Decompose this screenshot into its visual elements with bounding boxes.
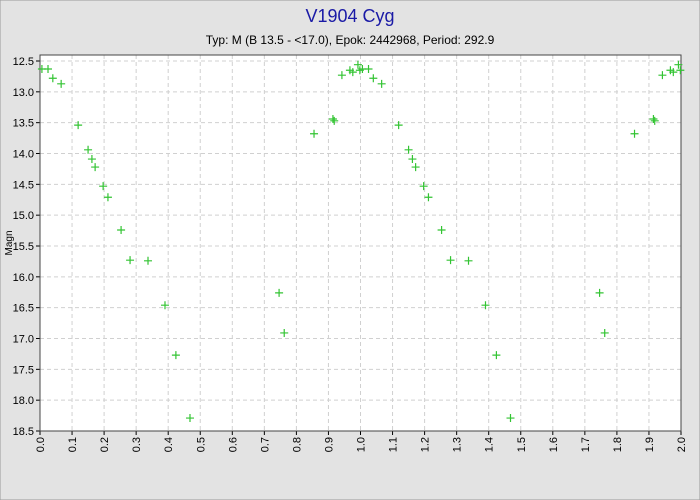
x-tick-label: 0.1 [67,437,79,452]
x-tick-label: 0.4 [163,437,175,452]
chart-title: V1904 Cyg [305,6,394,26]
chart-subtitle: Typ: M (B 13.5 - <17.0), Epok: 2442968, … [206,33,495,47]
x-tick-label: 1.4 [484,437,496,452]
y-tick-label: 18.0 [13,395,34,407]
x-tick-label: 0.7 [259,437,271,452]
data-point [404,145,413,154]
data-point [87,155,96,164]
data-point [408,155,417,164]
x-tick-label: 0.2 [99,437,111,452]
data-point [117,225,126,234]
x-tick-label: 1.0 [356,437,368,452]
x-tick-label: 0.0 [35,437,47,452]
x-tick-label: 0.8 [291,437,303,452]
data-point [74,121,83,130]
data-point [676,66,685,75]
x-tick-label: 1.1 [388,437,400,452]
plot-frame [39,54,682,432]
x-tick-label: 1.5 [516,437,528,452]
data-point [464,256,473,265]
y-tick-label: 16.5 [13,303,34,315]
data-point [348,68,357,77]
data-point [44,65,53,74]
x-tick-label: 2.0 [676,437,688,452]
data-point [650,116,659,125]
x-tick-label: 1.3 [452,437,464,452]
data-point [144,256,153,265]
data-point [103,193,112,202]
data-point [446,256,455,265]
data-point [310,129,319,138]
data-point [99,182,108,191]
y-axis-label: Magn [4,230,15,255]
data-point [160,301,169,310]
data-point [353,60,362,69]
data-point [411,163,420,172]
data-point [328,114,337,123]
data-point [171,351,180,360]
y-tick-label: 15.0 [13,210,34,222]
data-point [424,193,433,202]
x-tick-label: 0.3 [131,437,143,452]
data-point [492,351,501,360]
y-tick-label: 13.5 [13,118,34,130]
x-tick-label: 1.2 [420,437,432,452]
data-point [630,129,639,138]
x-tick-label: 1.7 [580,437,592,452]
y-tick-label: 17.0 [13,334,34,346]
x-tick-label: 0.9 [323,437,335,452]
data-point [595,288,604,297]
data-point [84,145,93,154]
y-tick-label: 14.5 [13,179,34,191]
data-point [185,414,194,423]
data-point [330,116,339,125]
data-point [280,328,289,337]
data-point [48,74,57,83]
y-tick-label: 16.0 [13,272,34,284]
data-point [419,182,428,191]
data-point [57,79,66,88]
y-tick-label: 15.5 [13,241,34,253]
data-point [369,74,378,83]
y-tick-label: 17.5 [13,364,34,376]
x-tick-label: 1.9 [644,437,656,452]
data-point [658,71,667,80]
data-point [364,65,373,74]
x-tick-label: 1.8 [612,437,624,452]
data-point [600,328,609,337]
data-point [126,256,135,265]
x-tick-label: 0.5 [195,437,207,452]
data-point [481,301,490,310]
x-tick-label: 0.6 [227,437,239,452]
data-point [337,71,346,80]
data-point [669,68,678,77]
y-tick-label: 18.5 [13,426,34,438]
data-point [437,225,446,234]
plot-area [40,55,681,431]
data-point [275,288,284,297]
y-tick-label: 14.0 [13,149,34,161]
data-point [649,114,658,123]
data-point [91,163,100,172]
data-point [394,121,403,130]
data-point [506,414,515,423]
y-tick-label: 13.0 [13,87,34,99]
data-point [377,79,386,88]
data-point [674,60,683,69]
y-tick-label: 12.5 [13,56,34,68]
x-tick-label: 1.6 [548,437,560,452]
